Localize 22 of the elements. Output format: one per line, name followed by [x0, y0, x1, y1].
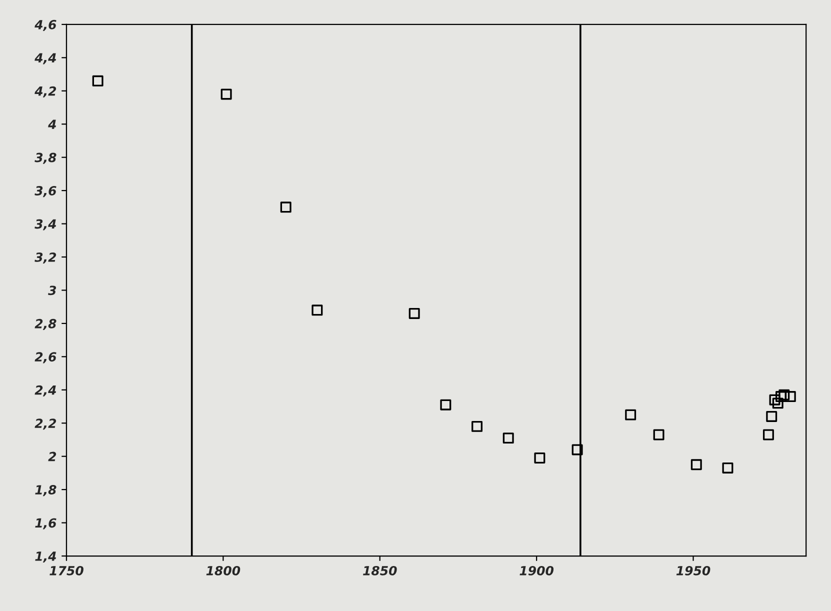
x-tick-label: 1950: [676, 566, 710, 576]
y-tick-label: 2: [48, 452, 56, 462]
y-tick-label: 3,8: [34, 152, 56, 164]
x-tick-label: 1750: [50, 566, 84, 576]
y-tick-label: 2,6: [34, 352, 56, 364]
y-tick-label: 4,4: [34, 53, 56, 64]
y-tick-label: 3,4: [34, 219, 56, 230]
x-tick-label: 1900: [520, 566, 554, 576]
y-tick-label: 2,4: [34, 385, 56, 396]
x-tick-label: 1850: [363, 566, 397, 576]
y-tick-label: 3: [48, 286, 56, 296]
y-tick-label: 3,2: [34, 252, 56, 264]
y-tick-label: 2,8: [34, 318, 56, 330]
y-tick-label: 1,8: [35, 485, 56, 496]
y-tick-label: 4: [48, 120, 56, 129]
y-tick-label: 4,2: [34, 86, 56, 98]
y-tick-label: 1,4: [35, 552, 56, 563]
y-tick-label: 3,6: [34, 186, 56, 198]
y-tick-label: 2,2: [34, 418, 56, 430]
y-tick-label: 4,6: [34, 20, 56, 31]
y-tick-label: 1,6: [35, 518, 56, 530]
x-tick-label: 1800: [206, 566, 240, 576]
